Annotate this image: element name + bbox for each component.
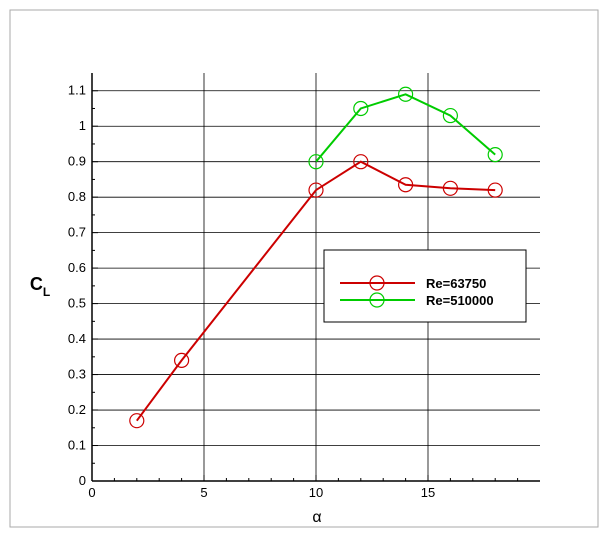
series-re63750	[129, 154, 503, 429]
y-tick-label: 0	[79, 473, 86, 488]
y-axis-title: CL	[30, 274, 50, 299]
series-re510000	[308, 86, 503, 170]
x-tick-label: 10	[309, 485, 323, 500]
data-point	[442, 180, 458, 196]
x-axis-title: α	[312, 509, 321, 526]
y-tick-label: 0.1	[68, 438, 86, 453]
data-point	[308, 154, 324, 170]
legend-marker-re63750	[369, 275, 385, 291]
tick-labels: 0 0.1 0.2 0.3 0.4 0.5 0.6 0.7 0.8 0.9 1 1.1 0 5 10 15	[68, 83, 435, 500]
legend-marker-re510000	[369, 292, 385, 308]
data-point	[487, 147, 503, 163]
legend: Re=63750 Re=510000	[323, 249, 527, 323]
y-axis-title-main: C	[30, 274, 43, 294]
axes	[91, 73, 540, 482]
y-tick-label: 0.2	[68, 402, 86, 417]
x-tick-label: 15	[421, 485, 435, 500]
series-layer	[129, 86, 503, 429]
data-point	[353, 154, 369, 170]
y-tick-label: 1	[79, 118, 86, 133]
data-point	[398, 86, 414, 102]
legend-label-re510000: Re=510000	[426, 293, 494, 308]
data-point	[129, 413, 145, 429]
data-point	[442, 107, 458, 124]
x-tick-label: 0	[88, 485, 95, 500]
data-point	[174, 352, 190, 368]
data-point	[487, 182, 503, 198]
data-point	[308, 182, 324, 198]
series-line	[315, 93, 496, 163]
legend-label-re63750: Re=63750	[426, 276, 486, 291]
y-tick-label: 0.8	[68, 189, 86, 204]
y-tick-label: 0.5	[68, 296, 86, 311]
y-axis-title-subscript: L	[43, 285, 50, 299]
y-tick-label: 0.7	[68, 225, 86, 240]
y-tick-label: 0.3	[68, 367, 86, 382]
y-tick-label: 0.4	[68, 331, 86, 346]
series-line	[135, 160, 496, 422]
data-point	[353, 100, 369, 117]
data-point	[398, 177, 414, 193]
y-tick-label: 1.1	[68, 83, 86, 98]
y-tick-label: 0.6	[68, 260, 86, 275]
legend-box	[323, 249, 527, 323]
y-tick-label: 0.9	[68, 154, 86, 169]
x-tick-label: 5	[200, 485, 207, 500]
